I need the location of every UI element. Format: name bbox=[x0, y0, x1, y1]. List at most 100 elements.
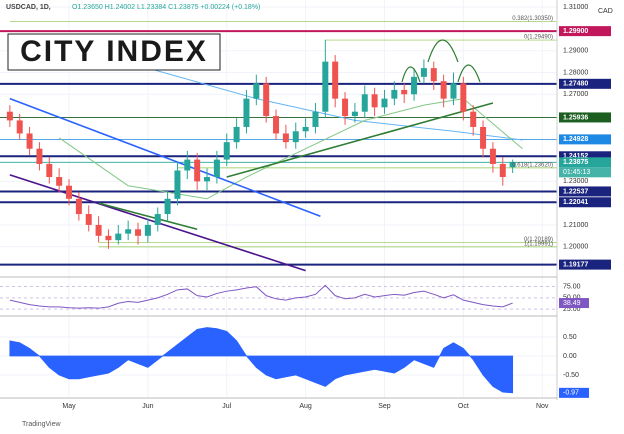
candle-body bbox=[391, 89, 398, 99]
countdown-box bbox=[559, 167, 611, 178]
candle-body bbox=[263, 83, 270, 117]
level-label: 1.27480 bbox=[563, 81, 588, 88]
level-label-box bbox=[559, 112, 611, 123]
y-tick-label: 1.31000 bbox=[563, 4, 588, 11]
candle-body bbox=[450, 83, 457, 99]
fib-label: 0.618(1.23620) bbox=[512, 162, 553, 168]
x-tick-label: Nov bbox=[536, 403, 549, 410]
candle-body bbox=[509, 162, 516, 168]
candle-body bbox=[499, 163, 506, 178]
candle-body bbox=[460, 83, 467, 112]
candle-body bbox=[470, 111, 477, 127]
x-tick-label: Sep bbox=[378, 403, 391, 410]
level-label: 1.24928 bbox=[563, 136, 588, 143]
corr-tick-label: 0.00 bbox=[563, 353, 577, 360]
ohlc: O1.23650 H1.24002 L1.23384 C1.23875 +0.0… bbox=[72, 4, 260, 11]
level-label-box bbox=[559, 259, 611, 270]
fib-label: 0(1.20189) bbox=[524, 237, 553, 243]
candle-body bbox=[243, 98, 250, 127]
y-tick-label: 1.23000 bbox=[563, 178, 588, 185]
candle-body bbox=[144, 224, 151, 236]
candle-body bbox=[351, 111, 358, 117]
level-label: 1.25936 bbox=[563, 114, 588, 121]
level-label: 1.19177 bbox=[563, 261, 588, 268]
rsi-line bbox=[9, 284, 513, 309]
corr-value-label: -0.97 bbox=[563, 390, 579, 397]
rsi-tick-label: 25.00 bbox=[563, 306, 581, 313]
x-tick-label: Aug bbox=[299, 403, 312, 410]
x-tick-label: Jul bbox=[222, 403, 231, 410]
candle-body bbox=[95, 224, 102, 236]
candle-body bbox=[430, 68, 437, 82]
candle-body bbox=[401, 89, 408, 95]
candle-body bbox=[480, 126, 487, 149]
plot bbox=[0, 20, 557, 394]
candle-body bbox=[184, 159, 191, 171]
candle-body bbox=[233, 126, 240, 143]
candle-body bbox=[420, 68, 427, 77]
candle-body bbox=[154, 214, 161, 225]
candle-body bbox=[213, 159, 220, 178]
candle-body bbox=[164, 198, 171, 215]
candle-body bbox=[46, 163, 53, 178]
rsi-value-box bbox=[559, 298, 589, 309]
rsi-tick-label: 75.00 bbox=[563, 284, 581, 291]
head-arc bbox=[427, 39, 459, 63]
level-label-box bbox=[559, 26, 611, 37]
candle-body bbox=[16, 120, 23, 134]
fib-label: 0(1.29490) bbox=[524, 35, 553, 41]
level-label-box bbox=[559, 78, 611, 89]
rsi-value-label: 38.49 bbox=[563, 300, 581, 307]
symbol: USDCAD, 1D, bbox=[6, 4, 51, 11]
currency: CAD bbox=[598, 8, 613, 15]
x-tick-label: Jun bbox=[142, 403, 153, 410]
correlation-area bbox=[9, 327, 514, 394]
y-tick-label: 1.20000 bbox=[563, 244, 588, 251]
level-label-box bbox=[559, 157, 611, 168]
candle-body bbox=[66, 185, 73, 199]
candle-body bbox=[332, 61, 339, 99]
candle-body bbox=[302, 126, 309, 132]
candle-body bbox=[371, 94, 378, 108]
candle-body bbox=[36, 148, 43, 164]
candle-body bbox=[322, 61, 329, 112]
level-label-box bbox=[559, 134, 611, 145]
moving-average bbox=[58, 98, 523, 200]
trendline bbox=[98, 202, 198, 231]
candle-body bbox=[342, 98, 349, 117]
candle-body bbox=[312, 111, 319, 127]
candle-body bbox=[273, 116, 280, 134]
candle-body bbox=[361, 94, 368, 112]
candle-body bbox=[105, 235, 112, 241]
candle-body bbox=[125, 229, 132, 234]
logo-box bbox=[7, 33, 221, 71]
level-label: 1.29900 bbox=[563, 28, 588, 35]
candle-body bbox=[489, 148, 496, 164]
candle-body bbox=[223, 142, 230, 160]
footer: TradingView bbox=[22, 421, 61, 428]
corr-value-box bbox=[559, 387, 589, 398]
y-tick-label: 1.29000 bbox=[563, 48, 588, 55]
level-label: 1.22537 bbox=[563, 188, 588, 195]
candle-body bbox=[253, 83, 260, 99]
trendline bbox=[226, 102, 494, 178]
corr-tick-label: -0.50 bbox=[563, 372, 579, 379]
level-label: 1.22041 bbox=[563, 199, 588, 206]
candle-body bbox=[135, 229, 142, 236]
x-tick-label: May bbox=[62, 403, 76, 410]
y-tick-label: 1.28000 bbox=[563, 69, 588, 76]
candle-body bbox=[75, 198, 82, 215]
y-tick-label: 1.27000 bbox=[563, 91, 588, 98]
fib-label: 1(1.19991) bbox=[524, 241, 553, 247]
candle-body bbox=[26, 133, 33, 149]
shoulder-arc bbox=[457, 64, 481, 83]
candle-body bbox=[204, 177, 211, 182]
candle-body bbox=[85, 214, 92, 225]
shoulder-arc bbox=[401, 66, 421, 83]
candle-body bbox=[174, 170, 181, 199]
fib-label: 0.382(1.30350) bbox=[512, 16, 553, 22]
candle-body bbox=[194, 159, 201, 182]
logo: CITY INDEX bbox=[20, 35, 208, 68]
level-label-box bbox=[559, 197, 611, 208]
